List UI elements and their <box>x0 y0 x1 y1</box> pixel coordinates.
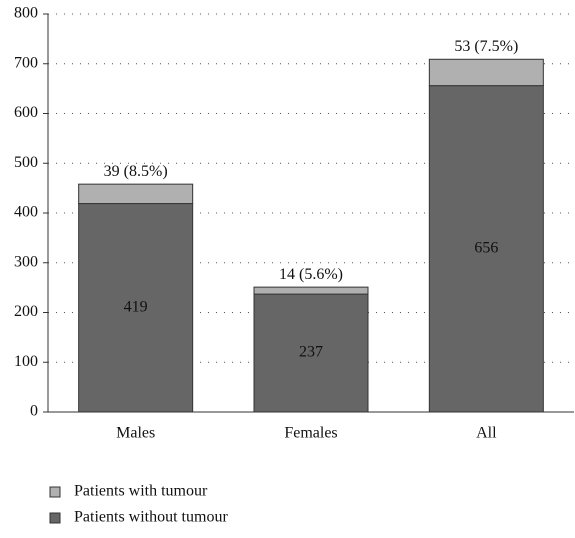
y-tick-label: 400 <box>14 204 38 221</box>
y-tick-label: 800 <box>14 5 38 22</box>
x-tick-label: All <box>476 425 497 442</box>
legend-swatch <box>49 512 61 524</box>
legend-swatch <box>49 486 61 498</box>
y-tick-label: 200 <box>14 303 38 320</box>
y-tick-label: 700 <box>14 54 38 71</box>
value-label: 14 (5.6%) <box>279 266 343 283</box>
y-tick-label: 0 <box>30 403 38 420</box>
value-label: 419 <box>124 298 148 315</box>
y-tick-label: 300 <box>14 253 38 270</box>
bar-segment <box>78 183 194 205</box>
legend-label: Patients with tumour <box>74 483 208 500</box>
x-tick-label: Females <box>284 425 337 442</box>
y-tick-label: 100 <box>14 353 38 370</box>
bar-segment <box>253 286 369 295</box>
value-label: 656 <box>474 239 498 256</box>
value-label: 39 (8.5%) <box>104 163 168 180</box>
bar-segment <box>253 293 369 413</box>
y-tick-label: 500 <box>14 154 38 171</box>
x-tick-label: Males <box>116 425 155 442</box>
y-tick-label: 600 <box>14 104 38 121</box>
value-label: 237 <box>299 344 323 361</box>
bar-segment <box>428 58 544 87</box>
value-label: 53 (7.5%) <box>454 38 518 55</box>
legend-label: Patients without tumour <box>74 509 228 526</box>
